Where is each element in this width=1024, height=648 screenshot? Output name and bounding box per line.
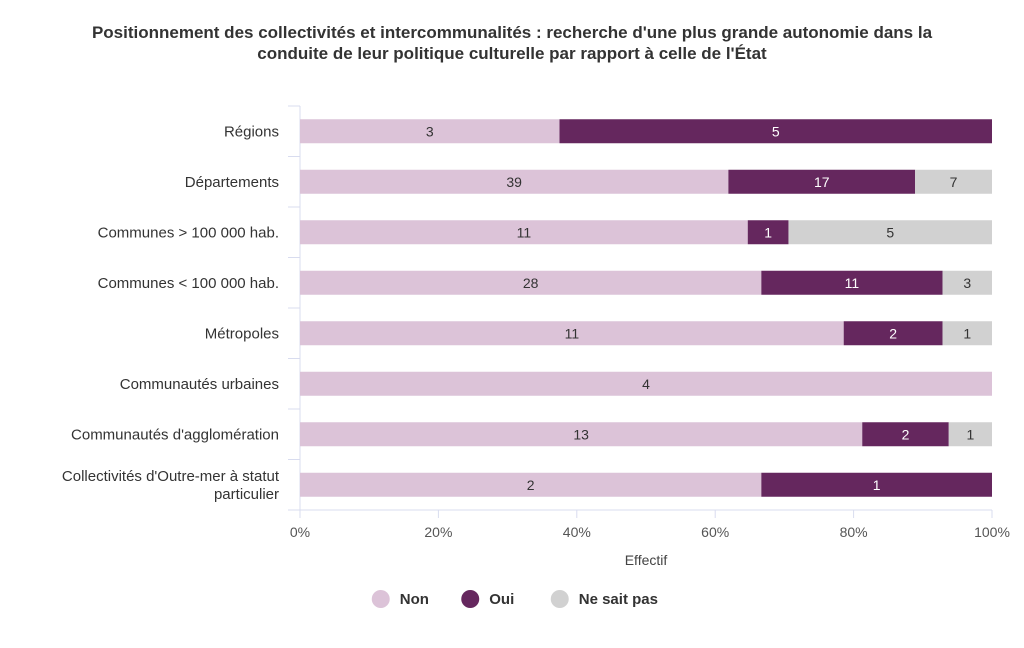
category-label: Collectivités d'Outre-mer à statut partic… <box>62 468 280 503</box>
bar-segment <box>300 220 748 245</box>
category-label: Régions <box>224 123 279 140</box>
legend-marker <box>461 590 480 608</box>
bar-data-label: 11 <box>565 325 580 341</box>
legend-marker <box>371 590 390 608</box>
bar-segment <box>300 169 729 194</box>
bar-segment <box>300 119 560 144</box>
bar-data-label: 2 <box>902 426 910 442</box>
category-label: Départements <box>185 174 279 191</box>
x-tick-label: 40% <box>563 524 591 540</box>
bar-segment <box>948 422 992 447</box>
bar-data-label: 28 <box>523 275 539 291</box>
bar-data-label: 1 <box>873 477 881 493</box>
x-axis-title: Effectif <box>625 552 668 568</box>
bar-segment <box>300 270 762 295</box>
category-label: Communautés d'agglomération <box>71 426 279 443</box>
bar-segment <box>747 220 789 245</box>
bar-data-label: 1 <box>963 325 971 341</box>
x-tick-label: 100% <box>974 524 1010 540</box>
bar-data-label: 4 <box>642 376 650 392</box>
bar-data-label: 11 <box>517 224 532 240</box>
bar-segment <box>942 321 992 346</box>
bar-segment <box>761 270 943 295</box>
legend-marker <box>550 590 569 608</box>
bar-segment <box>559 119 992 144</box>
bar-segment <box>300 321 844 346</box>
bar-data-label: 2 <box>527 477 535 493</box>
legend-item-label: Non <box>400 591 429 608</box>
bar-segment <box>300 422 863 447</box>
bar-segment <box>728 169 916 194</box>
bar-data-label: 39 <box>506 174 522 190</box>
bar-segment <box>761 472 992 497</box>
chart-title-line-1: Positionnement des collectivités et inte… <box>91 23 933 42</box>
bar-data-label: 11 <box>845 275 860 291</box>
category-label: Communautés urbaines <box>120 376 279 393</box>
bar-data-label: 1 <box>966 426 974 442</box>
legend-item-label: Ne sait pas <box>579 591 658 608</box>
bar-segment <box>942 270 992 295</box>
bar-data-label: 3 <box>963 275 971 291</box>
legend-item-label: Oui <box>489 591 514 608</box>
bar-segment <box>862 422 949 447</box>
bar-segment <box>300 472 762 497</box>
x-tick-label: 20% <box>424 524 452 540</box>
bar-data-label: 5 <box>886 224 894 240</box>
bar-data-label: 2 <box>889 325 897 341</box>
bar-data-label: 3 <box>426 123 434 139</box>
bar-data-label: 7 <box>950 174 958 190</box>
x-tick-label: 0% <box>290 524 310 540</box>
category-label: Métropoles <box>205 325 279 342</box>
x-tick-label: 80% <box>840 524 868 540</box>
bar-segment <box>300 371 992 396</box>
bar-data-label: 13 <box>573 426 589 442</box>
category-label: Communes < 100 000 hab. <box>98 275 279 292</box>
bar-data-label: 1 <box>764 224 772 240</box>
bar-segment <box>788 220 992 245</box>
bar-segment <box>843 321 943 346</box>
chart-title: Positionnement des collectivités et inte… <box>0 22 1024 64</box>
bar-data-label: 5 <box>772 123 780 139</box>
bar-data-label: 17 <box>814 174 830 190</box>
x-tick-label: 60% <box>701 524 729 540</box>
category-label: Communes > 100 000 hab. <box>98 224 279 241</box>
chart-title-line-2: conduite de leur politique culturelle pa… <box>257 44 767 63</box>
bar-segment <box>915 169 992 194</box>
